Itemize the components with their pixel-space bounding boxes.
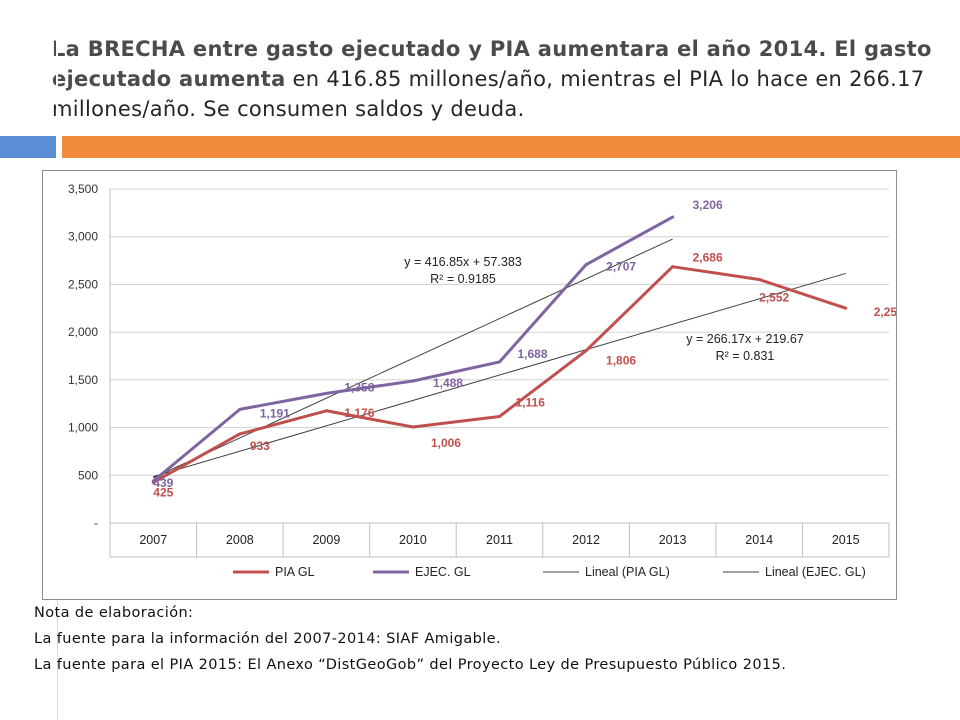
- data-label: 439: [153, 476, 173, 490]
- pia-r-squared: R² = 0.831: [716, 349, 775, 363]
- data-label: 1,688: [518, 347, 548, 361]
- notes-heading: Nota de elaboración:: [34, 605, 194, 621]
- chart-data-labels: 425 933 1,176 1,006 1,116 1,806 2,686 2,552 2,25…: [153, 198, 904, 499]
- data-point: [671, 215, 675, 219]
- data-label: 425: [153, 485, 173, 499]
- data-point: [584, 349, 588, 353]
- data-point: [844, 306, 848, 310]
- notes-block: Nota de elaboración: La fuente para la i…: [34, 600, 934, 678]
- data-label: 1,116: [516, 396, 546, 410]
- data-label: 2,251: [874, 305, 896, 319]
- trendline: [153, 238, 673, 479]
- x-tick-label: 2010: [399, 533, 427, 547]
- data-label: 1,176: [344, 406, 374, 420]
- data-point: [324, 391, 328, 395]
- x-tick-label: 2015: [832, 533, 860, 547]
- chart-annotations: y = 416.85x + 57.383 R² = 0.9185 y = 266.1…: [404, 255, 804, 363]
- data-label: 2,686: [693, 251, 723, 265]
- accent-bar-orange: [62, 136, 960, 158]
- legend-label: PIA GL: [275, 565, 315, 579]
- x-tick-label: 2014: [745, 533, 773, 547]
- data-label: 1,358: [344, 380, 374, 394]
- x-tick-label: 2011: [486, 533, 513, 547]
- chart-series: [151, 215, 848, 484]
- y-tick-label: -: [94, 516, 98, 530]
- y-tick-label: 1,500: [68, 373, 98, 387]
- y-tick-label: 1,000: [68, 421, 98, 435]
- line-chart: - 500 1,000 1,500 2,000 2,500 3,000 3,500 2007 20…: [68, 182, 904, 579]
- notes-source-1: La fuente para la información del 2007-2…: [34, 631, 502, 647]
- x-tick-label: 2007: [139, 533, 167, 547]
- chart-axes: - 500 1,000 1,500 2,000 2,500 3,000 3,500 2007 20…: [68, 182, 890, 558]
- data-point: [757, 277, 761, 281]
- data-label: 3,206: [693, 198, 723, 212]
- y-tick-label: 2,500: [68, 277, 98, 291]
- x-tick-label: 2012: [572, 533, 600, 547]
- data-label: 933: [250, 439, 270, 453]
- y-tick-label: 2,000: [68, 325, 98, 339]
- data-point: [411, 425, 415, 429]
- ejec-equation: y = 416.85x + 57.383: [404, 255, 522, 269]
- y-tick-label: 500: [78, 468, 98, 482]
- y-tick-label: 3,500: [68, 182, 98, 196]
- data-point: [498, 360, 501, 364]
- data-point: [498, 415, 501, 419]
- data-label: 1,191: [260, 406, 290, 420]
- y-tick-label: 3,000: [68, 230, 98, 244]
- chart-trendlines: [153, 238, 846, 479]
- data-point: [151, 479, 155, 483]
- slide-title: La BRECHA entre gasto ejecutado y PIA au…: [52, 34, 932, 124]
- legend-label: EJEC. GL: [415, 565, 471, 579]
- data-point: [671, 265, 675, 269]
- legend-label: Lineal (PIA GL): [585, 565, 670, 579]
- divider-line-lower: [57, 600, 58, 720]
- data-label: 1,006: [431, 436, 461, 450]
- title-highlight: La BRECHA entre gasto ejecutado y PIA au…: [52, 37, 932, 91]
- pia-equation: y = 266.17x + 219.67: [686, 332, 804, 346]
- title-rest: en 416.85 millones/año, mientras el PIA …: [52, 67, 925, 121]
- data-point: [324, 409, 328, 413]
- x-tick-label: 2008: [226, 533, 254, 547]
- ejec-r-squared: R² = 0.9185: [430, 272, 496, 286]
- trendline: [153, 272, 846, 478]
- data-label: 1,806: [606, 354, 636, 368]
- accent-bar-blue: [0, 136, 56, 158]
- data-point: [411, 379, 415, 383]
- data-point: [238, 432, 242, 436]
- data-label: 2,707: [606, 260, 636, 274]
- data-point: [238, 407, 242, 411]
- data-label: 1,488: [433, 376, 463, 390]
- x-tick-label: 2009: [312, 533, 340, 547]
- notes-source-2: La fuente para el PIA 2015: El Anexo “Di…: [34, 657, 787, 673]
- data-label: 2,552: [759, 290, 789, 304]
- chart-frame: - 500 1,000 1,500 2,000 2,500 3,000 3,500 2007 20…: [42, 170, 904, 600]
- chart-legend: PIA GL EJEC. GL Lineal (PIA GL) Lineal (EJE…: [233, 565, 866, 579]
- x-tick-label: 2013: [659, 533, 687, 547]
- data-point: [584, 263, 588, 267]
- legend-label: Lineal (EJEC. GL): [765, 565, 866, 579]
